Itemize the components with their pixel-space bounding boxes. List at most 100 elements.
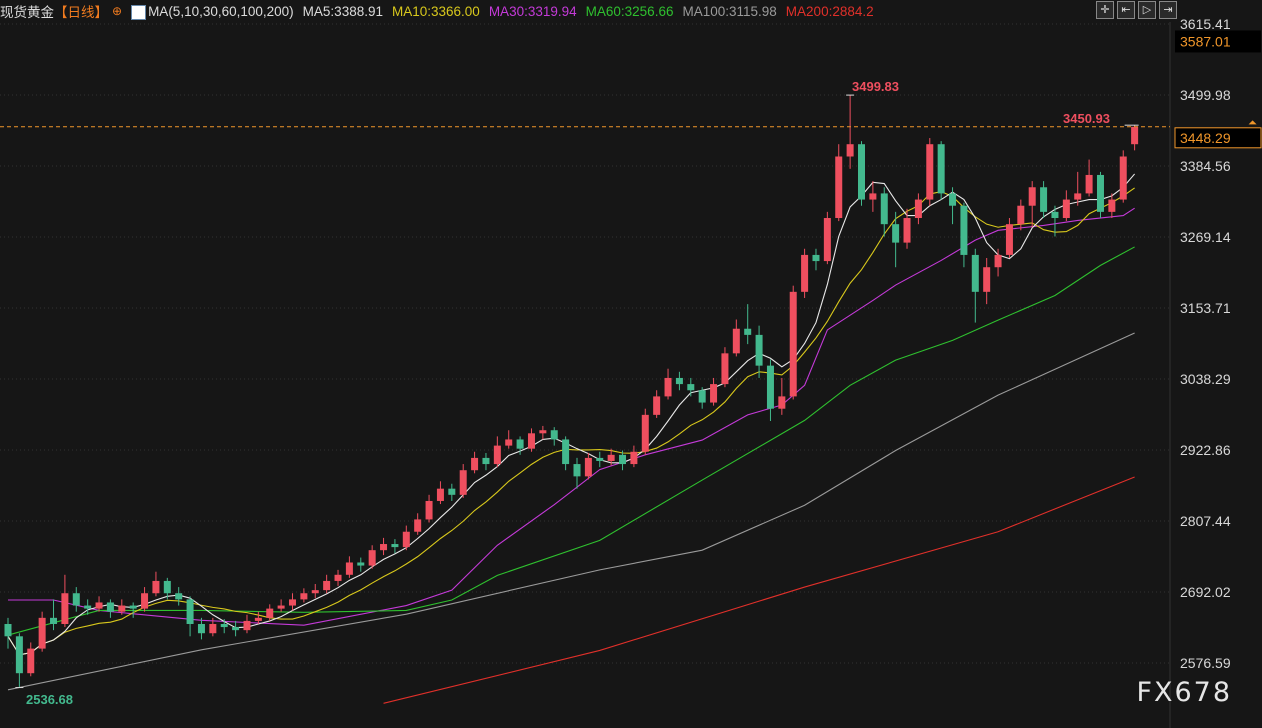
- candle-body: [266, 608, 274, 618]
- candle-body: [1005, 224, 1013, 255]
- candle-body: [778, 396, 786, 409]
- candle-body: [186, 599, 194, 624]
- y-tick-label: 3038.29: [1180, 371, 1231, 387]
- candle-body: [801, 254, 809, 292]
- candle-body: [766, 365, 774, 409]
- candle-body: [141, 593, 149, 609]
- candle-body: [1062, 199, 1070, 219]
- chart-toolbar: ✛ ⇤ ▷ ⇥: [1096, 1, 1177, 19]
- candle-body: [675, 377, 683, 385]
- y-tick-label: 2576.59: [1180, 655, 1231, 671]
- candle-body: [197, 623, 205, 634]
- y-tick-label: 2807.44: [1180, 513, 1231, 529]
- candle-body: [482, 457, 490, 465]
- candle-body: [334, 574, 342, 581]
- instrument-title: 现货黄金: [0, 5, 54, 20]
- y-tick-label: 2922.86: [1180, 442, 1231, 458]
- candle-body: [983, 267, 991, 292]
- candle-body: [755, 334, 763, 366]
- candle-body: [892, 224, 900, 243]
- candle-body: [903, 218, 911, 243]
- candle-body: [960, 205, 968, 255]
- candle-body: [710, 384, 718, 403]
- candle-body: [744, 328, 752, 335]
- candle-body: [277, 605, 285, 609]
- candle-body: [1131, 126, 1139, 145]
- ma200-value: MA200:2884.2: [785, 3, 874, 19]
- candle-body: [721, 353, 729, 385]
- ma30-value: MA30:3319.94: [488, 3, 577, 19]
- ma30-line: [8, 207, 1135, 626]
- candle-body: [414, 519, 422, 532]
- globe-icon[interactable]: ⊕: [112, 4, 123, 18]
- candle-body: [220, 623, 228, 628]
- play-icon[interactable]: ▷: [1138, 1, 1156, 19]
- candle-body: [402, 531, 410, 548]
- candle-body: [926, 144, 934, 200]
- ma10-line: [7, 187, 1135, 656]
- max-price-annotation: 3499.83: [852, 79, 899, 94]
- candle-body: [61, 593, 69, 624]
- candle-body: [1040, 187, 1048, 212]
- candle-body: [232, 627, 240, 631]
- ma-params[interactable]: MA(5,10,30,60,100,200): [148, 3, 294, 19]
- candle-body: [1085, 174, 1093, 194]
- period-selector[interactable]: 【日线】: [54, 5, 108, 20]
- candle-body: [971, 254, 979, 292]
- candle-body: [50, 617, 58, 624]
- candle-body: [505, 439, 513, 446]
- candle-body: [994, 254, 1002, 268]
- ma5-value: MA5:3388.91: [302, 3, 383, 19]
- candle-body: [459, 470, 467, 495]
- candle-body: [1074, 193, 1082, 200]
- candle-body: [698, 390, 706, 403]
- candle-body: [357, 562, 365, 566]
- candle-body: [471, 457, 479, 471]
- candle-body: [72, 593, 80, 606]
- candle-body: [732, 328, 740, 354]
- ma10-value: MA10:3366.00: [391, 3, 480, 19]
- zoom-left-icon[interactable]: ⇤: [1117, 1, 1135, 19]
- candle-body: [311, 590, 319, 594]
- candle-body: [880, 193, 888, 225]
- candle-body: [858, 144, 865, 200]
- candle-body: [914, 199, 922, 219]
- y-tick-label: 3615.41: [1180, 16, 1231, 32]
- candle-body: [1051, 211, 1059, 219]
- candle-body: [4, 623, 12, 637]
- current-price-label: 3448.29: [1180, 130, 1231, 146]
- candle-body: [641, 414, 649, 452]
- candle-body: [345, 562, 353, 575]
- candle-body: [619, 454, 627, 465]
- candle-body: [937, 144, 945, 194]
- candle-body: [630, 451, 638, 465]
- candle-body: [1017, 205, 1025, 225]
- high-price-tag: [1175, 30, 1261, 53]
- ma-indicator-icon[interactable]: [131, 4, 147, 20]
- collapse-arrow-icon: ⏶: [1248, 117, 1257, 129]
- candle-body: [562, 439, 570, 465]
- ma200-line: [383, 476, 1135, 704]
- candle-body: [84, 605, 92, 609]
- candle-body: [653, 396, 661, 415]
- high-price-label: 3587.01: [1180, 33, 1231, 49]
- candle-body: [38, 617, 46, 649]
- candle-body: [789, 291, 797, 397]
- candle-body: [163, 580, 171, 594]
- candle-body: [15, 636, 23, 674]
- crosshair-icon[interactable]: ✛: [1096, 1, 1114, 19]
- candle-body: [550, 430, 558, 440]
- candle-body: [949, 193, 957, 206]
- candle-body: [448, 488, 456, 495]
- candle-body: [380, 544, 388, 551]
- candle-body: [1096, 174, 1104, 212]
- candle-body: [289, 599, 296, 606]
- candle-body: [323, 580, 331, 591]
- candle-body: [300, 593, 308, 600]
- go-to-end-icon[interactable]: ⇥: [1159, 1, 1177, 19]
- current-price-tag: [1174, 127, 1262, 149]
- candle-body: [1028, 187, 1036, 206]
- y-tick-label: 3499.98: [1180, 87, 1231, 103]
- y-tick-label: 3153.71: [1180, 300, 1231, 316]
